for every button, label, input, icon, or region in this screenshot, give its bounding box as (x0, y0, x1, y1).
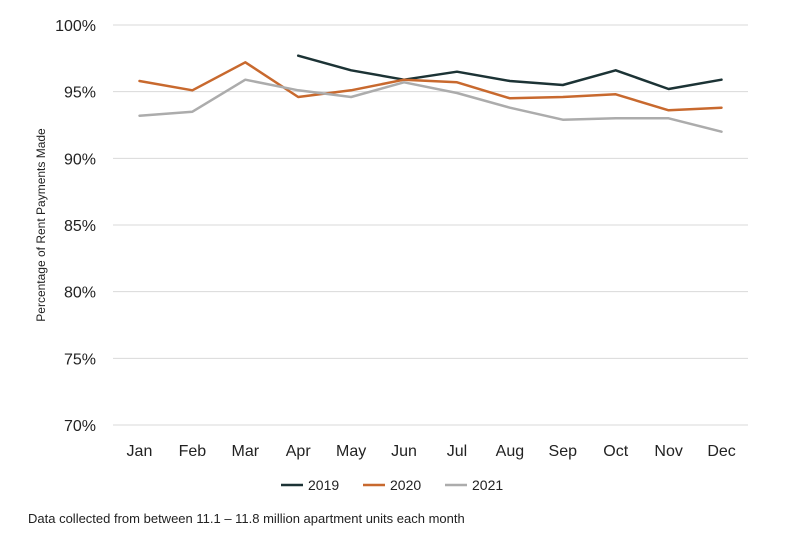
legend: 2019 2020 2021 (281, 477, 503, 493)
x-axis-ticks: Jan Feb Mar Apr May Jun Jul Aug Sep Oct Nov Dec (127, 443, 736, 460)
series-lines (138, 54, 723, 133)
series-line-2020 (138, 61, 723, 112)
y-tick-label: 80% (64, 285, 96, 302)
gridlines (113, 24, 748, 426)
y-tick-label: 75% (64, 351, 96, 368)
footnote: Data collected from between 11.1 – 11.8 … (28, 511, 465, 526)
series-line-2021 (138, 78, 723, 133)
x-tick-label: Mar (232, 443, 260, 460)
x-tick-label: Dec (707, 443, 735, 460)
x-tick-label: Apr (286, 443, 312, 460)
y-tick-label: 100% (55, 18, 96, 35)
legend-label: 2020 (390, 477, 421, 493)
x-tick-label: Jul (447, 443, 467, 460)
y-axis-label: Percentage of Rent Payments Made (34, 128, 48, 322)
x-tick-label: Sep (549, 443, 578, 460)
x-tick-label: Oct (603, 443, 628, 460)
x-tick-label: Feb (179, 443, 207, 460)
y-tick-label: 70% (64, 418, 96, 435)
x-tick-label: Aug (496, 443, 524, 460)
legend-label: 2021 (472, 477, 503, 493)
y-axis-ticks: 70% 75% 80% 85% 90% 95% 100% (55, 18, 96, 435)
x-tick-label: Nov (654, 443, 682, 460)
series-line-2019 (296, 54, 723, 91)
legend-label: 2019 (308, 477, 339, 493)
y-tick-label: 95% (64, 85, 96, 102)
x-tick-label: Jan (127, 443, 153, 460)
y-tick-label: 90% (64, 151, 96, 168)
y-tick-label: 85% (64, 218, 96, 235)
x-tick-label: May (336, 443, 366, 460)
x-tick-label: Jun (391, 443, 417, 460)
